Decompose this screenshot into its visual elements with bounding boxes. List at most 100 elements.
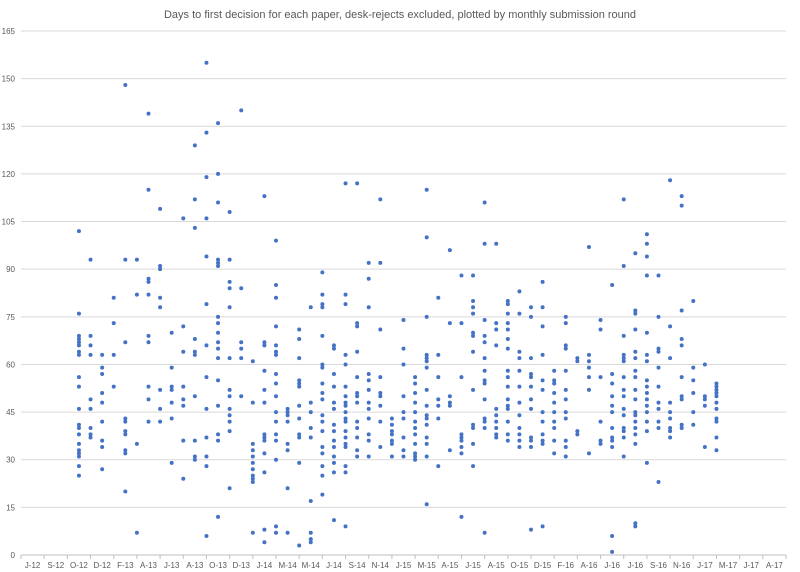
data-point	[216, 121, 221, 126]
data-point	[343, 464, 348, 469]
data-point	[610, 549, 615, 554]
data-point	[633, 308, 638, 313]
data-point	[552, 378, 557, 383]
data-point	[621, 387, 626, 392]
data-point	[146, 333, 151, 338]
data-point	[482, 397, 487, 402]
data-point	[436, 375, 441, 380]
x-tick-label: D-13	[233, 561, 251, 570]
data-point	[331, 406, 336, 411]
data-point	[274, 324, 278, 329]
data-point	[505, 302, 510, 307]
data-point	[343, 524, 348, 529]
data-point	[552, 438, 557, 443]
y-tick-label: 135	[2, 122, 16, 131]
data-point	[598, 317, 603, 322]
data-point	[714, 391, 719, 396]
data-point	[320, 413, 325, 418]
data-point	[123, 340, 128, 345]
data-point	[540, 524, 545, 529]
data-point	[517, 289, 522, 294]
data-point	[192, 457, 197, 462]
data-point	[529, 435, 533, 440]
data-point	[459, 435, 464, 440]
data-point	[331, 438, 336, 443]
data-point	[181, 324, 186, 329]
x-tick-label: S-12	[47, 561, 64, 570]
data-point	[644, 419, 649, 424]
data-point	[668, 416, 673, 421]
data-point	[158, 419, 163, 424]
data-point	[471, 273, 476, 278]
data-point	[274, 381, 278, 386]
data-point	[714, 435, 719, 440]
data-point	[633, 349, 638, 354]
data-point	[355, 448, 360, 453]
data-point	[343, 394, 348, 399]
y-tick-label: 90	[6, 265, 15, 274]
data-point	[389, 438, 394, 443]
data-point	[575, 432, 580, 437]
data-point	[250, 400, 255, 405]
data-point	[76, 473, 81, 478]
data-point	[656, 314, 661, 319]
data-point	[76, 384, 81, 389]
data-point	[447, 403, 452, 408]
data-point	[297, 378, 302, 383]
data-point	[227, 406, 232, 411]
data-point	[482, 425, 487, 430]
data-point	[691, 391, 696, 396]
data-point	[413, 457, 418, 462]
data-point	[366, 305, 371, 310]
data-point	[679, 425, 684, 430]
data-point	[100, 445, 105, 450]
data-point	[88, 425, 93, 430]
data-point	[424, 416, 429, 421]
data-point	[320, 445, 325, 450]
data-point	[308, 400, 313, 405]
data-point	[471, 425, 476, 430]
data-point	[181, 384, 186, 389]
x-tick-label: O-13	[209, 561, 227, 570]
data-point	[146, 279, 151, 284]
data-point	[424, 435, 429, 440]
data-point	[471, 349, 476, 354]
data-point	[644, 330, 649, 335]
data-point	[76, 311, 81, 316]
data-point	[285, 406, 290, 411]
data-point	[644, 378, 649, 383]
data-point	[216, 200, 221, 205]
data-point	[343, 403, 348, 408]
data-point	[378, 445, 383, 450]
data-point	[471, 333, 476, 338]
data-point	[169, 330, 174, 335]
data-point	[227, 387, 232, 392]
x-tick-label: S-14	[349, 561, 366, 570]
data-point	[459, 445, 464, 450]
data-point	[216, 314, 221, 319]
data-point	[436, 464, 441, 469]
data-point	[355, 349, 360, 354]
data-point	[146, 276, 151, 281]
data-point	[274, 530, 278, 535]
data-point	[76, 432, 81, 437]
data-point	[76, 337, 81, 342]
data-point	[714, 387, 719, 392]
data-point	[621, 264, 626, 269]
data-point	[644, 352, 649, 357]
data-point	[471, 305, 476, 310]
data-point	[505, 337, 510, 342]
x-tick-label: J-13	[164, 561, 180, 570]
data-point	[563, 438, 568, 443]
data-point	[668, 178, 673, 183]
data-point	[343, 181, 348, 186]
data-point	[134, 441, 139, 446]
data-point	[76, 441, 81, 446]
data-point	[517, 368, 522, 373]
data-point	[169, 365, 174, 370]
data-point	[459, 451, 464, 456]
data-point	[204, 343, 209, 348]
data-point	[100, 391, 105, 396]
data-point	[644, 359, 649, 364]
data-point	[227, 429, 232, 434]
